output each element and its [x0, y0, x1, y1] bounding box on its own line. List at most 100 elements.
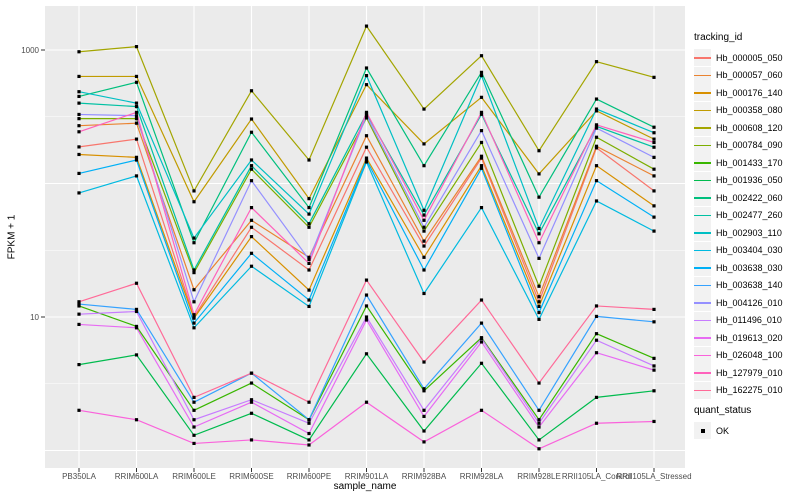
data-point: [77, 312, 81, 316]
data-point: [422, 429, 426, 433]
data-point: [652, 140, 656, 145]
data-point: [364, 114, 369, 118]
legend-key: [694, 66, 711, 84]
data-point: [77, 124, 81, 128]
legend-item: Hb_000358_080: [694, 101, 798, 120]
data-point: [134, 418, 139, 422]
data-point: [479, 95, 484, 99]
data-point: [594, 109, 599, 113]
legend-item: Hb_002477_260: [694, 206, 798, 225]
data-point: [652, 215, 656, 219]
data-point: [192, 313, 196, 317]
data-point: [192, 408, 196, 412]
legend-item: Hb_000784_090: [694, 136, 798, 155]
data-point: [192, 300, 196, 304]
legend-key-line: [694, 372, 711, 374]
data-point: [307, 158, 311, 162]
data-point: [364, 315, 369, 319]
legend-item-label: Hb_000608_120: [716, 122, 783, 133]
data-point: [537, 241, 541, 245]
data-point: [364, 304, 369, 308]
data-point: [364, 66, 369, 70]
data-point: [307, 421, 311, 425]
data-point: [652, 145, 656, 149]
legend-quant-status: quant_status OK: [694, 403, 798, 440]
data-point: [594, 135, 599, 139]
data-point: [249, 381, 254, 385]
data-point: [479, 298, 484, 302]
legend-key-line: [694, 179, 711, 182]
legend-item: Hb_127979_010: [694, 364, 798, 382]
data-point: [77, 74, 81, 79]
data-point: [77, 94, 81, 99]
data-point: [192, 268, 196, 272]
data-point: [249, 164, 254, 168]
tick-labels: 1000 10 PB350LA RRIM600LA RRIM600LE RRIM600SE…: [21, 46, 691, 481]
x-tick-label: RRIM600LE: [172, 472, 216, 481]
data-point: [249, 130, 254, 134]
data-point: [537, 447, 541, 451]
data-point: [249, 264, 254, 268]
data-point: [422, 213, 426, 217]
legend-key: [694, 49, 711, 67]
data-point: [364, 158, 369, 162]
data-point: [537, 295, 541, 299]
data-point: [77, 408, 81, 412]
legend-key: [694, 259, 711, 277]
data-point: [652, 320, 656, 324]
legend-key: [694, 119, 711, 137]
data-point: [652, 131, 656, 135]
data-point: [134, 74, 139, 79]
data-point: [479, 154, 484, 158]
data-point: [192, 271, 196, 275]
data-point: [307, 257, 311, 262]
legend-key: [694, 171, 711, 189]
x-tick-label: RRIM901LA: [345, 472, 389, 481]
data-point: [537, 421, 541, 425]
legend-key: [694, 311, 711, 329]
legend-item-label: Hb_026048_100: [716, 350, 783, 361]
data-point: [77, 145, 81, 149]
legend-item-label: Hb_000005_050: [716, 52, 783, 63]
legend-item-label: Hb_003404_030: [716, 245, 783, 256]
data-point: [422, 408, 426, 412]
data-point: [479, 74, 484, 78]
data-point: [422, 225, 426, 229]
legend-key-line: [694, 337, 711, 339]
legend-key: [694, 206, 711, 224]
data-point: [134, 137, 139, 141]
data-point: [652, 307, 656, 312]
y-tick-label: 1000: [21, 46, 39, 55]
data-point: [537, 425, 541, 429]
data-point: [307, 255, 311, 259]
data-point: [422, 255, 426, 259]
data-point: [192, 400, 196, 404]
legend: tracking_id Hb_000005_050 Hb_000057_060 Hb…: [694, 30, 798, 440]
data-point: [134, 309, 139, 314]
data-point: [594, 97, 599, 101]
data-point: [192, 395, 196, 399]
data-point: [192, 425, 196, 429]
data-point: [594, 107, 599, 111]
data-point: [134, 326, 139, 330]
data-point: [422, 218, 426, 222]
data-point: [192, 241, 196, 245]
y-tick-label: 10: [30, 313, 39, 322]
data-point: [652, 137, 656, 141]
data-point: [192, 316, 196, 320]
data-point: [77, 50, 81, 54]
data-point: [249, 438, 254, 442]
legend-item: Hb_003638_030: [694, 259, 798, 277]
data-point: [422, 107, 426, 111]
legend-key-line: [694, 197, 711, 199]
data-point: [77, 90, 81, 94]
legend-item: Hb_001433_170: [694, 154, 798, 172]
legend-item-label: Hb_000784_090: [716, 140, 783, 151]
legend-item-ok: OK: [694, 422, 798, 440]
legend-item: Hb_000608_120: [694, 119, 798, 137]
data-point: [192, 288, 196, 292]
legend-item: Hb_026048_100: [694, 346, 798, 365]
legend-key: [694, 136, 711, 154]
data-point: [537, 226, 541, 231]
